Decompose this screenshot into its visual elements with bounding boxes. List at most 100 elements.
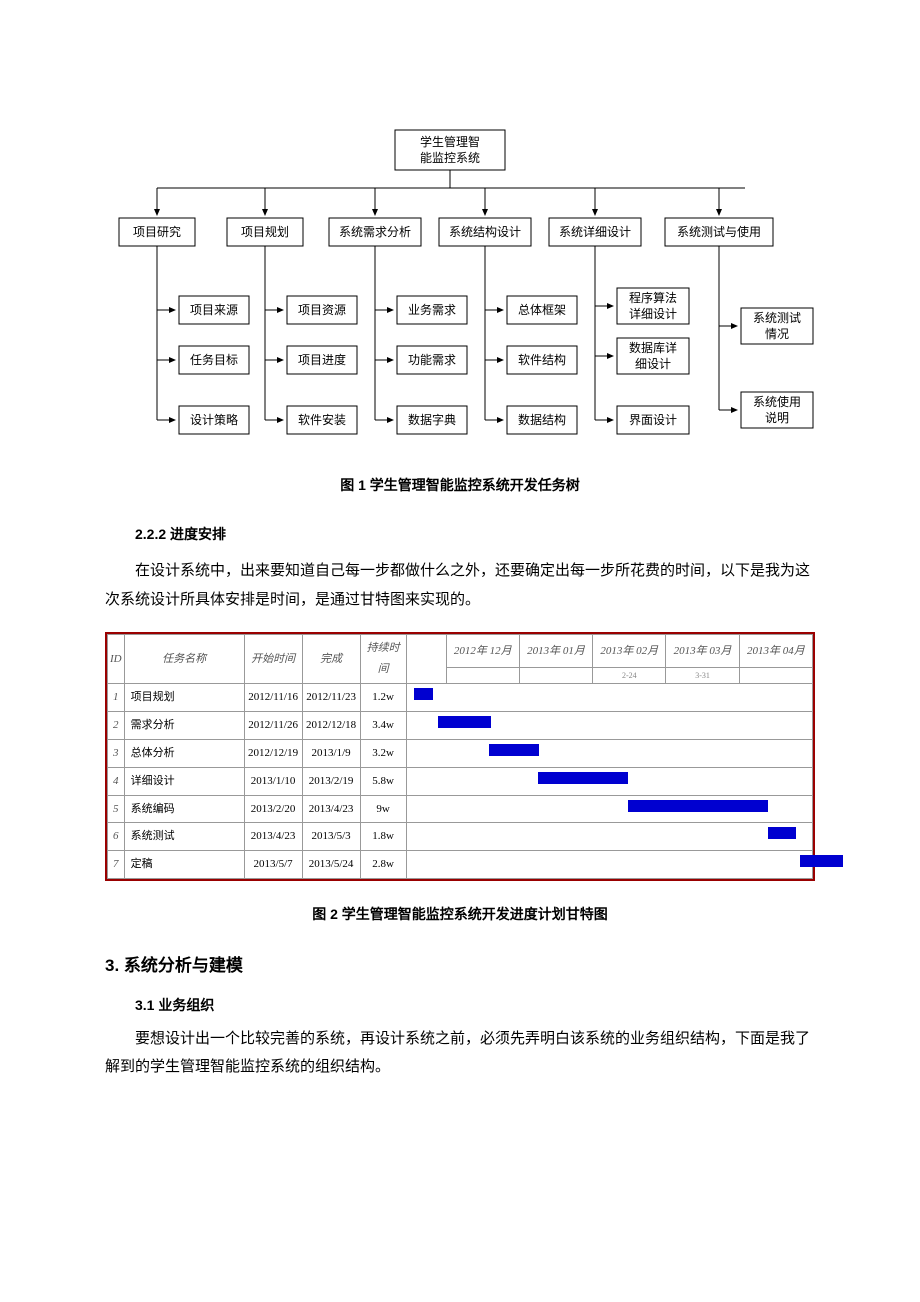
- sub-m1: [519, 667, 592, 683]
- row-bar-cell: [406, 795, 812, 823]
- c4-1a: 数据库详: [629, 340, 677, 355]
- c5-1b: 说明: [765, 410, 789, 425]
- row-start: 2013/1/10: [244, 767, 302, 795]
- gantt-row: 7定稿2013/5/72013/5/242.8w: [108, 851, 813, 879]
- sub-m2: 2-24: [593, 667, 666, 683]
- th-start: 开始时间: [244, 635, 302, 684]
- c1-1: 项目进度: [298, 352, 346, 367]
- row-bar-cell: [406, 683, 812, 711]
- sub-m0: [446, 667, 519, 683]
- row-name: 系统编码: [124, 795, 244, 823]
- row-id: 1: [108, 683, 125, 711]
- row-bar-cell: [406, 711, 812, 739]
- th-m2: 2013年 02月: [593, 635, 666, 668]
- row-start: 2013/5/7: [244, 851, 302, 879]
- level2-group: 项目研究 项目规划 系统需求分析 系统结构设计 系统详细设计 系统测试与使用: [119, 188, 773, 246]
- row-dur: 5.8w: [360, 767, 406, 795]
- th-m3: 2013年 03月: [666, 635, 739, 668]
- row-dur: 1.2w: [360, 683, 406, 711]
- row-end: 2013/2/19: [302, 767, 360, 795]
- gantt-row: 1项目规划2012/11/162012/11/231.2w: [108, 683, 813, 711]
- c5-1a: 系统使用: [753, 394, 801, 409]
- row-id: 4: [108, 767, 125, 795]
- row-dur: 1.8w: [360, 823, 406, 851]
- task-tree-diagram: 学生管理智 能监控系统 项目研究 项目规划 系统需求分析 系统结构设计: [105, 120, 815, 460]
- row-name: 详细设计: [124, 767, 244, 795]
- c0-0: 项目来源: [190, 303, 238, 317]
- c2-1: 功能需求: [408, 353, 456, 367]
- th-pre: [406, 635, 446, 684]
- row-name: 需求分析: [124, 711, 244, 739]
- th-m1: 2013年 01月: [519, 635, 592, 668]
- gantt-row: 3总体分析2012/12/192013/1/93.2w: [108, 739, 813, 767]
- row-bar-cell: [406, 823, 812, 851]
- c5-0b: 情况: [765, 327, 789, 341]
- th-end: 完成: [302, 635, 360, 684]
- th-dur: 持续时间: [360, 635, 406, 684]
- c2-0: 业务需求: [408, 302, 456, 317]
- gantt-bar: [768, 827, 796, 839]
- c0-2: 设计策略: [190, 412, 238, 427]
- row-start: 2013/2/20: [244, 795, 302, 823]
- l2-3: 系统结构设计: [449, 224, 521, 239]
- gantt-chart: ID 任务名称 开始时间 完成 持续时间 2012年 12月 2013年 01月…: [105, 632, 815, 881]
- c5-0a: 系统测试: [753, 310, 801, 325]
- c1-2: 软件安装: [298, 412, 346, 427]
- l2-0: 项目研究: [133, 224, 181, 239]
- sub-m3: 3-31: [666, 667, 739, 683]
- gantt-row: 2需求分析2012/11/262012/12/183.4w: [108, 711, 813, 739]
- c0-1: 任务目标: [190, 352, 238, 367]
- row-start: 2012/11/26: [244, 711, 302, 739]
- row-name: 项目规划: [124, 683, 244, 711]
- paragraph-schedule: 在设计系统中，出来要知道自己每一步都做什么之外，还要确定出每一步所花费的时间，以…: [105, 557, 815, 614]
- l2-4: 系统详细设计: [559, 224, 631, 239]
- th-m0: 2012年 12月: [446, 635, 519, 668]
- th-id: ID: [108, 635, 125, 684]
- section-3-1-heading: 3.1 业务组织: [135, 992, 815, 1019]
- row-start: 2012/11/16: [244, 683, 302, 711]
- tree-svg: 学生管理智 能监控系统 项目研究 项目规划 系统需求分析 系统结构设计: [105, 120, 815, 460]
- row-name: 总体分析: [124, 739, 244, 767]
- c4-0b: 详细设计: [629, 306, 677, 321]
- c4-0a: 程序算法: [629, 290, 677, 305]
- row-id: 6: [108, 823, 125, 851]
- gantt-row: 5系统编码2013/2/202013/4/239w: [108, 795, 813, 823]
- row-id: 3: [108, 739, 125, 767]
- gantt-row: 4详细设计2013/1/102013/2/195.8w: [108, 767, 813, 795]
- figure1-caption: 图 1 学生管理智能监控系统开发任务树: [105, 472, 815, 499]
- gantt-bar: [628, 800, 768, 812]
- row-name: 定稿: [124, 851, 244, 879]
- row-start: 2013/4/23: [244, 823, 302, 851]
- figure2-caption: 图 2 学生管理智能监控系统开发进度计划甘特图: [105, 901, 815, 928]
- row-id: 5: [108, 795, 125, 823]
- row-end: 2013/5/24: [302, 851, 360, 879]
- c3-0: 总体框架: [518, 303, 566, 317]
- l2-1: 项目规划: [241, 224, 289, 239]
- row-bar-cell: [406, 767, 812, 795]
- row-dur: 9w: [360, 795, 406, 823]
- row-dur: 2.8w: [360, 851, 406, 879]
- row-end: 2013/5/3: [302, 823, 360, 851]
- section-2-2-2-heading: 2.2.2 进度安排: [135, 521, 815, 548]
- sub-m4: [739, 667, 812, 683]
- paragraph-business-org: 要想设计出一个比较完善的系统，再设计系统之前，必须先弄明白该系统的业务组织结构，…: [105, 1025, 815, 1082]
- row-end: 2013/1/9: [302, 739, 360, 767]
- row-id: 2: [108, 711, 125, 739]
- row-bar-cell: [406, 739, 812, 767]
- gantt-row: 6系统测试2013/4/232013/5/31.8w: [108, 823, 813, 851]
- c3-2: 数据结构: [518, 412, 566, 427]
- gantt-bar: [538, 772, 628, 784]
- gantt-bar: [489, 744, 539, 756]
- row-bar-cell: [406, 851, 812, 879]
- root-line1: 学生管理智: [420, 134, 480, 149]
- c2-2: 数据字典: [408, 412, 456, 427]
- row-start: 2012/12/19: [244, 739, 302, 767]
- th-m4: 2013年 04月: [739, 635, 812, 668]
- gantt-bar: [800, 855, 844, 867]
- row-end: 2012/12/18: [302, 711, 360, 739]
- gantt-bar: [438, 716, 491, 728]
- row-end: 2012/11/23: [302, 683, 360, 711]
- row-name: 系统测试: [124, 823, 244, 851]
- row-dur: 3.2w: [360, 739, 406, 767]
- root-line2: 能监控系统: [420, 151, 480, 165]
